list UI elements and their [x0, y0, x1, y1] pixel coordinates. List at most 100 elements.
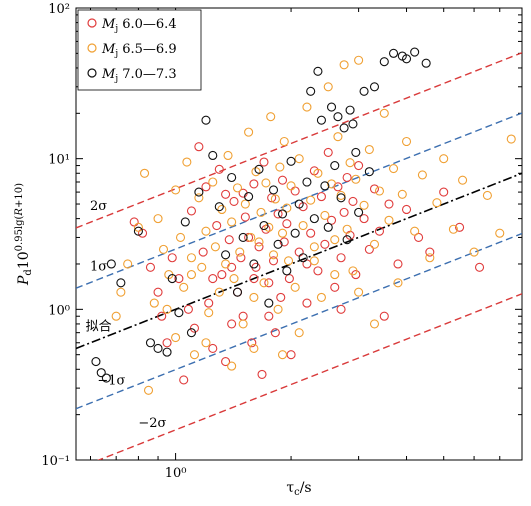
point-m2: [254, 237, 264, 247]
point-m1: [186, 206, 197, 216]
point-m3: [401, 54, 412, 64]
point-m1: [286, 350, 296, 360]
point-m2: [316, 292, 326, 302]
point-m2: [223, 150, 233, 161]
x-tick-label: 10⁰: [165, 466, 187, 481]
point-m3: [410, 47, 420, 57]
point-m2: [194, 193, 204, 203]
point-m2: [309, 242, 319, 252]
point-m3: [162, 347, 172, 357]
point-m3: [290, 228, 300, 238]
point-m2: [320, 210, 330, 220]
point-m1: [339, 207, 349, 217]
point-m2: [345, 158, 355, 168]
point-m2: [330, 270, 340, 280]
point-m1: [354, 161, 364, 171]
point-m2: [244, 127, 254, 137]
point-m1: [217, 270, 227, 280]
point-m1: [364, 244, 374, 254]
point-m2: [268, 250, 279, 260]
point-m2: [214, 287, 224, 297]
point-m2: [227, 361, 237, 371]
point-m2: [374, 186, 385, 196]
point-m2: [133, 222, 143, 232]
point-m3: [309, 214, 319, 224]
point-m3: [264, 298, 274, 308]
point-m1: [236, 253, 246, 263]
point-m1: [221, 357, 231, 367]
band-labels: 2σ 1σ 拟合 −1σ −2σ: [86, 199, 167, 431]
point-m2: [175, 232, 186, 242]
point-m1: [214, 164, 224, 174]
point-m1: [369, 184, 380, 194]
point-m3: [359, 86, 369, 96]
point-m1: [198, 247, 208, 257]
line-plus1: [76, 112, 522, 289]
point-m2: [249, 343, 259, 354]
point-m2: [283, 256, 294, 266]
point-m2: [417, 170, 427, 180]
legend-box: [77, 9, 202, 91]
point-m1: [279, 237, 289, 247]
point-m2: [448, 224, 458, 234]
legend: Mj 6.0—6.4 Mj 6.5—6.9 Mj 7.0—7.3: [77, 9, 202, 91]
fit-lines: [76, 52, 522, 460]
point-m3: [364, 167, 374, 177]
point-m1: [276, 292, 286, 302]
point-m2: [111, 311, 121, 321]
point-m1: [257, 369, 267, 379]
point-m1: [320, 239, 330, 249]
point-m3: [277, 209, 288, 219]
point-m3: [249, 259, 259, 269]
point-m3: [244, 192, 254, 202]
point-m2: [388, 163, 399, 174]
point-m1: [313, 266, 323, 276]
point-m2: [232, 183, 243, 193]
point-m2: [306, 195, 316, 205]
point-m1: [221, 189, 231, 199]
point-m1: [425, 247, 435, 257]
point-m1: [455, 222, 465, 232]
point-m1: [167, 253, 177, 263]
point-m3: [351, 147, 361, 157]
point-m2: [227, 217, 237, 227]
point-m3: [342, 235, 352, 245]
point-m3: [208, 150, 218, 161]
point-m3: [320, 181, 330, 191]
point-m2: [171, 185, 181, 195]
point-m3: [96, 368, 106, 378]
point-m1: [474, 262, 485, 272]
point-m2: [379, 108, 389, 118]
point-m2: [294, 154, 304, 164]
point-m2: [326, 179, 337, 189]
point-m2: [469, 247, 479, 257]
point-m2: [359, 200, 369, 210]
point-m3: [153, 343, 163, 354]
point-m2: [282, 203, 292, 213]
point-m1: [145, 262, 156, 272]
point-m2: [182, 157, 192, 167]
legend-label: Mj 6.5—6.9: [101, 42, 177, 59]
point-m2: [229, 274, 239, 284]
point-m2: [342, 224, 352, 234]
point-m1: [224, 235, 234, 245]
point-m3: [326, 102, 337, 112]
point-m2: [369, 319, 380, 329]
point-m1: [259, 157, 269, 167]
point-m1: [284, 274, 294, 284]
point-m2: [495, 228, 505, 238]
point-m1: [393, 259, 403, 269]
point-m2: [432, 198, 442, 208]
point-m2: [439, 154, 449, 164]
point-m2: [266, 112, 276, 122]
point-m3: [313, 66, 323, 76]
point-m1: [238, 311, 248, 321]
point-m3: [106, 259, 116, 269]
band-label-minus1: −1σ: [97, 373, 125, 388]
point-m3: [388, 48, 399, 58]
point-m1: [323, 147, 333, 157]
point-m1: [268, 256, 279, 266]
point-m3: [302, 177, 312, 187]
line-fit: [76, 172, 522, 350]
